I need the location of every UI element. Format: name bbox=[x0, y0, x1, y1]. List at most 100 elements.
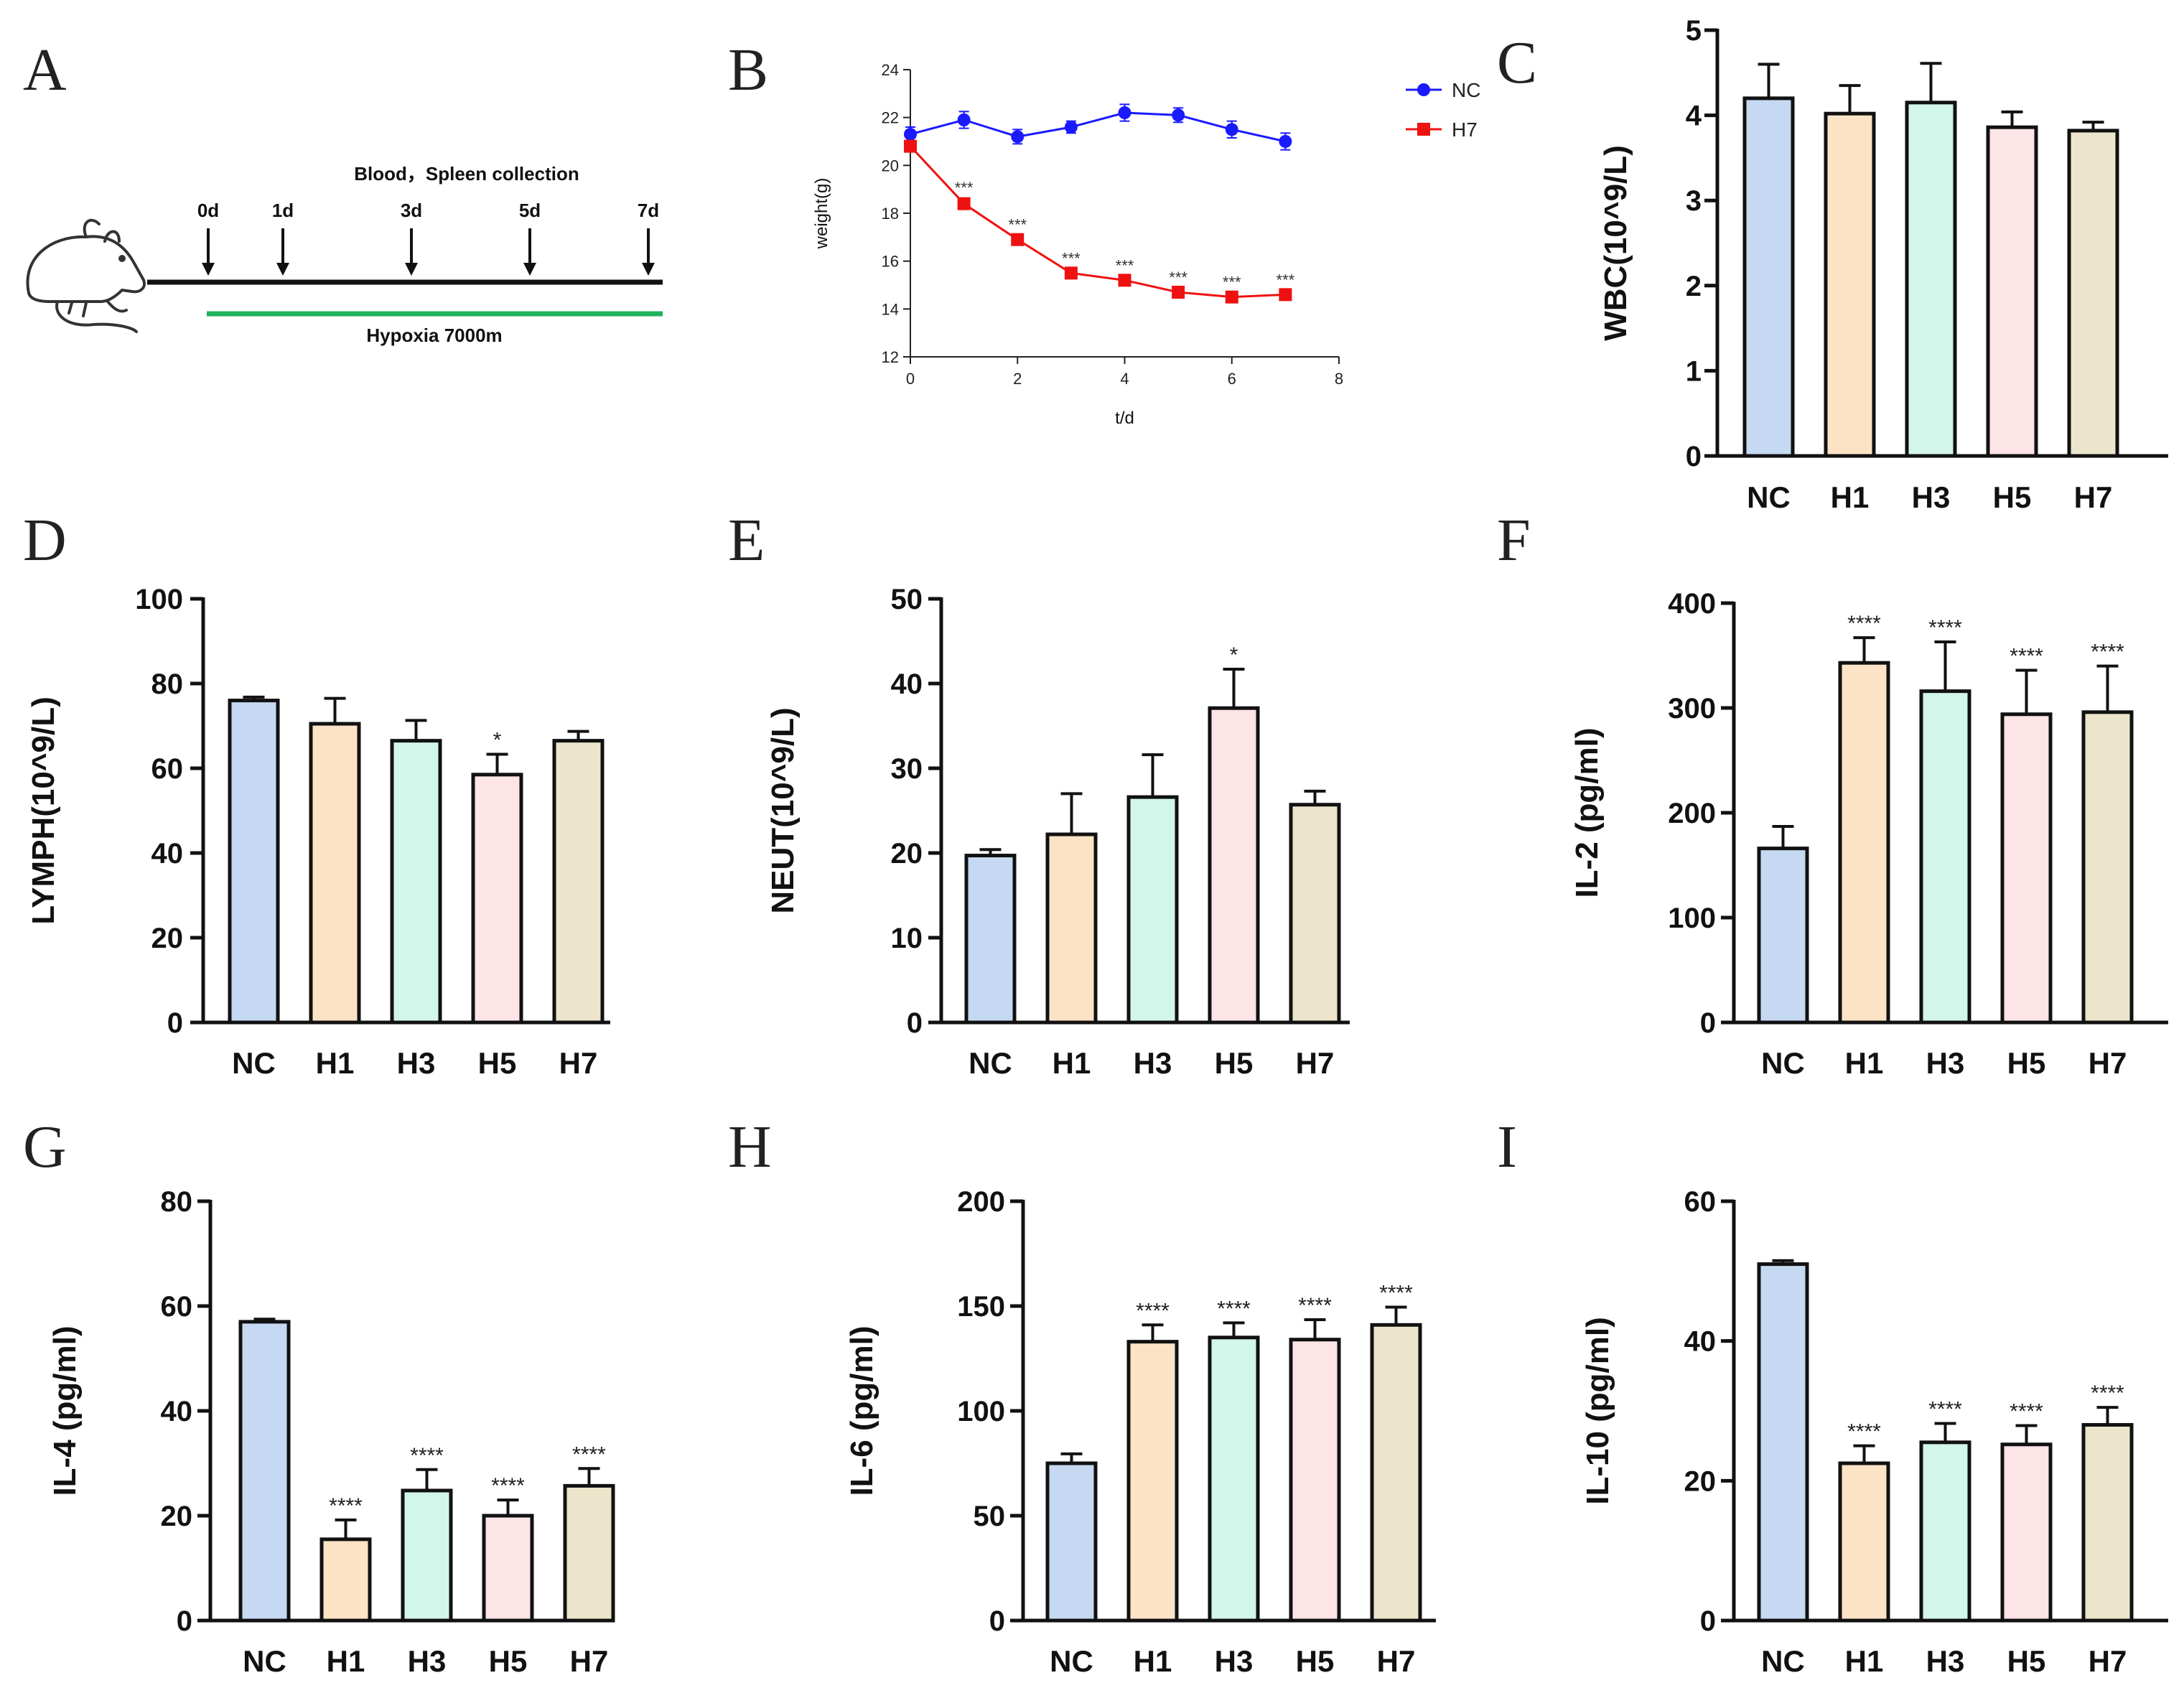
y-tick-label: 0 bbox=[1686, 441, 1702, 472]
data-point bbox=[1011, 130, 1025, 144]
y-tick-label: 0 bbox=[907, 1007, 923, 1039]
y-axis-title: IL-4 (pg/ml) bbox=[47, 1325, 83, 1496]
panel-label-a: A bbox=[23, 37, 67, 103]
x-category-label: NC bbox=[232, 1046, 276, 1080]
x-category-label: H5 bbox=[1993, 480, 2032, 514]
y-tick-label: 4 bbox=[1686, 101, 1702, 132]
data-point bbox=[1225, 123, 1238, 136]
y-axis-title: LYMPH(10^9/L) bbox=[26, 696, 61, 924]
y-tick-label: 40 bbox=[891, 668, 923, 700]
data-point bbox=[1225, 290, 1238, 304]
significance-marker: **** bbox=[2010, 1399, 2043, 1423]
significance-marker: *** bbox=[1223, 274, 1241, 292]
bar bbox=[228, 699, 280, 1025]
x-category-label: H7 bbox=[559, 1046, 598, 1080]
y-axis-title: WBC(10^9/L) bbox=[1598, 145, 1633, 341]
bar bbox=[1126, 795, 1179, 1025]
x-category-label: NC bbox=[243, 1644, 286, 1678]
y-axis-title: IL-10 (pg/ml) bbox=[1580, 1317, 1615, 1505]
mouse-eye bbox=[118, 255, 126, 262]
bar bbox=[1045, 1461, 1098, 1623]
legend-marker bbox=[1417, 123, 1430, 136]
data-point bbox=[957, 113, 971, 126]
y-tick-label: 100 bbox=[1668, 903, 1716, 934]
x-tick-label: 2 bbox=[1013, 370, 1022, 388]
x-category-label: H3 bbox=[1926, 1644, 1965, 1678]
neut-bar-chart: 0 10 20 30 40 50 NEUT(10^9/L) NC H1 H3 H5 * H7 bbox=[765, 584, 1350, 1080]
panel-label-e: E bbox=[728, 507, 765, 574]
legend-label: H7 bbox=[1452, 118, 1478, 141]
y-tick-label: 40 bbox=[1684, 1326, 1717, 1358]
timeline-day-label: 7d bbox=[638, 200, 659, 221]
y-tick-label: 50 bbox=[891, 584, 923, 615]
significance-marker: **** bbox=[1928, 616, 1962, 640]
panel-label-f: F bbox=[1497, 507, 1531, 574]
x-category-label: H1 bbox=[316, 1046, 355, 1080]
x-category-label: NC bbox=[969, 1046, 1012, 1080]
x-category-label: H3 bbox=[1912, 480, 1951, 514]
bar bbox=[2081, 1422, 2134, 1623]
data-point bbox=[1118, 274, 1131, 287]
y-tick-label: 0 bbox=[1700, 1605, 1716, 1637]
significance-marker: **** bbox=[2091, 640, 2124, 664]
x-category-label: H7 bbox=[1377, 1644, 1416, 1678]
significance-marker: **** bbox=[1928, 1398, 1962, 1422]
y-tick-label: 2 bbox=[1686, 271, 1702, 302]
panel-label-c: C bbox=[1497, 29, 1537, 96]
significance-marker: **** bbox=[1217, 1297, 1251, 1320]
bar bbox=[401, 1488, 453, 1623]
significance-marker: **** bbox=[491, 1474, 525, 1498]
x-tick-label: 0 bbox=[906, 370, 915, 388]
bar bbox=[238, 1320, 291, 1623]
y-tick-label: 150 bbox=[957, 1291, 1005, 1323]
significance-marker: **** bbox=[329, 1494, 363, 1518]
timeline-arrow-head bbox=[202, 263, 215, 276]
panel-label-i: I bbox=[1497, 1114, 1517, 1180]
y-axis-title: IL-6 (pg/ml) bbox=[844, 1325, 879, 1496]
y-tick-label: 16 bbox=[882, 253, 899, 271]
x-category-label: H7 bbox=[2074, 480, 2113, 514]
panel-label-d: D bbox=[23, 507, 67, 574]
panel-label-g: G bbox=[23, 1114, 67, 1180]
bar bbox=[1838, 661, 1890, 1025]
y-tick-label: 12 bbox=[882, 348, 899, 366]
bar bbox=[2000, 712, 2053, 1025]
bar bbox=[1919, 689, 1971, 1025]
y-axis-title: NEUT(10^9/L) bbox=[765, 707, 801, 913]
data-point bbox=[904, 128, 917, 141]
data-point bbox=[1064, 266, 1078, 280]
data-point bbox=[904, 139, 917, 153]
x-category-label: H7 bbox=[1296, 1046, 1335, 1080]
bar bbox=[1045, 832, 1098, 1025]
series-line bbox=[909, 145, 1286, 299]
y-tick-label: 40 bbox=[151, 838, 184, 870]
legend-marker bbox=[1417, 83, 1430, 96]
il6-bar-chart: 0 50 100 150 200 IL-6 (pg/ml) NC H1 **** H3 **** H5… bbox=[844, 1186, 1436, 1678]
bar bbox=[1838, 1461, 1890, 1623]
data-point bbox=[1279, 135, 1292, 148]
x-tick-label: 6 bbox=[1228, 370, 1236, 388]
y-tick-label: 200 bbox=[957, 1186, 1005, 1218]
significance-marker: **** bbox=[572, 1442, 606, 1466]
y-tick-label: 60 bbox=[151, 753, 184, 785]
x-category-label: H5 bbox=[2007, 1644, 2046, 1678]
bar bbox=[964, 854, 1017, 1025]
x-category-label: NC bbox=[1050, 1644, 1093, 1678]
bar bbox=[1742, 96, 1795, 458]
y-tick-label: 20 bbox=[882, 157, 899, 174]
x-category-label: H3 bbox=[1215, 1644, 1254, 1678]
y-tick-label: 5 bbox=[1686, 15, 1702, 47]
mouse-icon bbox=[26, 218, 146, 333]
bar bbox=[1905, 101, 1957, 458]
x-category-label: H3 bbox=[408, 1644, 447, 1678]
panel-label-h: H bbox=[728, 1114, 772, 1180]
bar bbox=[2067, 129, 2119, 458]
timeline-days: 0d 1d 3d 5d 7d bbox=[197, 200, 659, 276]
data-point bbox=[1064, 121, 1078, 134]
x-category-label: NC bbox=[1761, 1046, 1805, 1080]
x-category-label: H5 bbox=[489, 1644, 528, 1678]
y-tick-label: 60 bbox=[161, 1291, 193, 1323]
y-tick-label: 30 bbox=[891, 753, 923, 785]
